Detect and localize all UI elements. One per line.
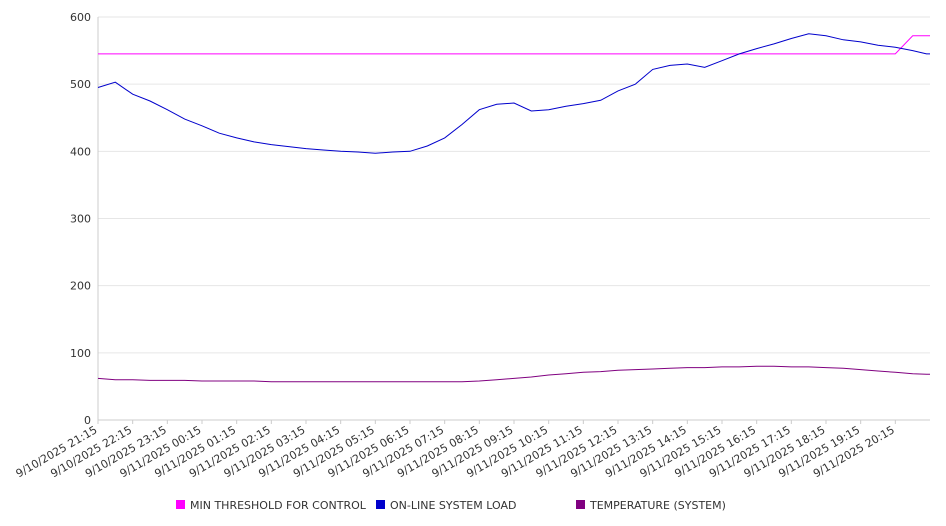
y-tick-label: 100 — [70, 347, 91, 360]
x-tick-labels: 9/10/2025 21:159/10/2025 22:159/10/2025 … — [14, 423, 897, 480]
grid — [98, 16, 930, 354]
legend-swatch-temperature-system — [576, 500, 585, 509]
legend-label-temperature-system: TEMPERATURE (SYSTEM) — [589, 499, 726, 512]
legend-label-min-threshold-for-control: MIN THRESHOLD FOR CONTROL — [190, 499, 367, 512]
legend-label-on-line-system-load: ON-LINE SYSTEM LOAD — [390, 499, 516, 512]
y-tick-label: 500 — [70, 78, 91, 91]
legend: MIN THRESHOLD FOR CONTROL ON-LINE SYSTEM … — [176, 499, 726, 512]
legend-swatch-min-threshold-for-control — [176, 500, 185, 509]
legend-swatch-on-line-system-load — [376, 500, 385, 509]
y-tick-label: 0 — [84, 414, 91, 427]
series-line-temperature-system — [97, 365, 930, 383]
y-tick-labels: 0 100 200 300 400 500 600 — [70, 11, 91, 427]
y-tick-label: 300 — [70, 213, 91, 226]
series-line-on-line-system-load — [97, 33, 930, 154]
axes — [97, 17, 930, 424]
y-tick-label: 400 — [70, 145, 91, 158]
y-tick-label: 600 — [70, 11, 91, 24]
series-line-min-threshold-for-control — [98, 35, 930, 55]
series-lines — [97, 33, 930, 383]
y-tick-label: 200 — [70, 280, 91, 293]
